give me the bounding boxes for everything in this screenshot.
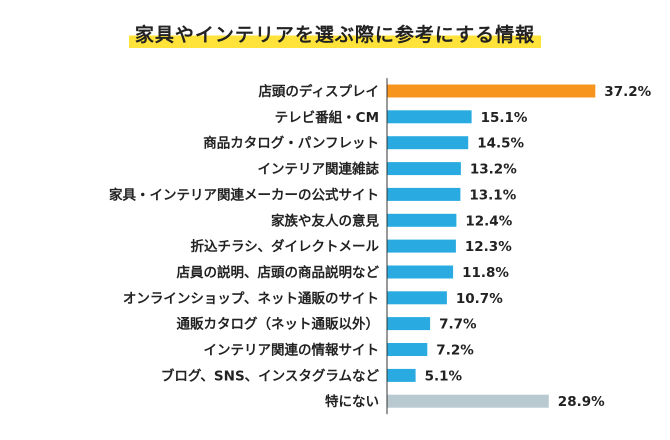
bar-11 bbox=[387, 343, 428, 356]
value-label-2: 15.1% bbox=[481, 110, 528, 126]
value-label-13: 28.9% bbox=[558, 394, 605, 410]
bar-2 bbox=[387, 110, 472, 124]
bar-8 bbox=[387, 265, 454, 279]
bar-10 bbox=[387, 317, 431, 331]
value-label-3: 14.5% bbox=[477, 136, 524, 152]
value-label-8: 11.8% bbox=[462, 265, 509, 281]
category-label-13: 特にない bbox=[325, 393, 379, 410]
bar-13 bbox=[387, 394, 549, 408]
value-label-12: 5.1% bbox=[425, 368, 463, 384]
category-label-3: 商品カタログ・パンフレット bbox=[203, 135, 379, 152]
category-label-7: 折込チラシ、ダイレクトメール bbox=[191, 238, 380, 255]
value-label-9: 10.7% bbox=[456, 291, 503, 307]
value-label-1: 37.2% bbox=[604, 84, 651, 100]
category-label-1: 店頭のディスプレイ bbox=[258, 83, 379, 100]
bar-6 bbox=[387, 213, 457, 227]
category-label-8: 店員の説明、店頭の商品説明など bbox=[177, 264, 380, 281]
category-label-10: 通販カタログ（ネット通販以外） bbox=[177, 316, 380, 333]
category-label-5: 家具・インテリア関連メーカーの公式サイト bbox=[109, 186, 379, 203]
category-label-2: テレビ番組・CM bbox=[275, 109, 379, 126]
title-wrap: 家具やインテリアを選ぶ際に参考にする情報 bbox=[0, 22, 670, 48]
bars-group bbox=[387, 84, 596, 408]
category-label-11: インテリア関連の情報サイト bbox=[204, 342, 380, 359]
category-label-4: インテリア関連雑誌 bbox=[258, 161, 380, 178]
chart-title: 家具やインテリアを選ぶ際に参考にする情報 bbox=[128, 22, 542, 48]
value-label-6: 12.4% bbox=[465, 213, 512, 229]
bar-3 bbox=[387, 136, 469, 150]
bar-1 bbox=[387, 84, 596, 98]
bar-7 bbox=[387, 239, 456, 253]
bar-12 bbox=[387, 368, 416, 382]
category-label-9: オンラインショップ、ネット通販のサイト bbox=[123, 290, 379, 307]
bar-9 bbox=[387, 291, 447, 305]
category-label-12: ブログ、SNS、インスタグラムなど bbox=[161, 367, 380, 384]
bar-5 bbox=[387, 187, 461, 201]
value-label-10: 7.7% bbox=[439, 317, 477, 333]
value-label-7: 12.3% bbox=[465, 239, 512, 255]
value-label-11: 7.2% bbox=[436, 343, 474, 359]
bar-4 bbox=[387, 162, 461, 176]
value-labels-group: 37.2% 15.1% 14.5% 13.2% 13.1% 12.4% 12.3% 11.8%… bbox=[425, 84, 652, 410]
value-label-5: 13.1% bbox=[469, 187, 516, 203]
category-label-6: 家族や友人の意見 bbox=[271, 212, 379, 229]
value-label-4: 13.2% bbox=[470, 162, 517, 178]
